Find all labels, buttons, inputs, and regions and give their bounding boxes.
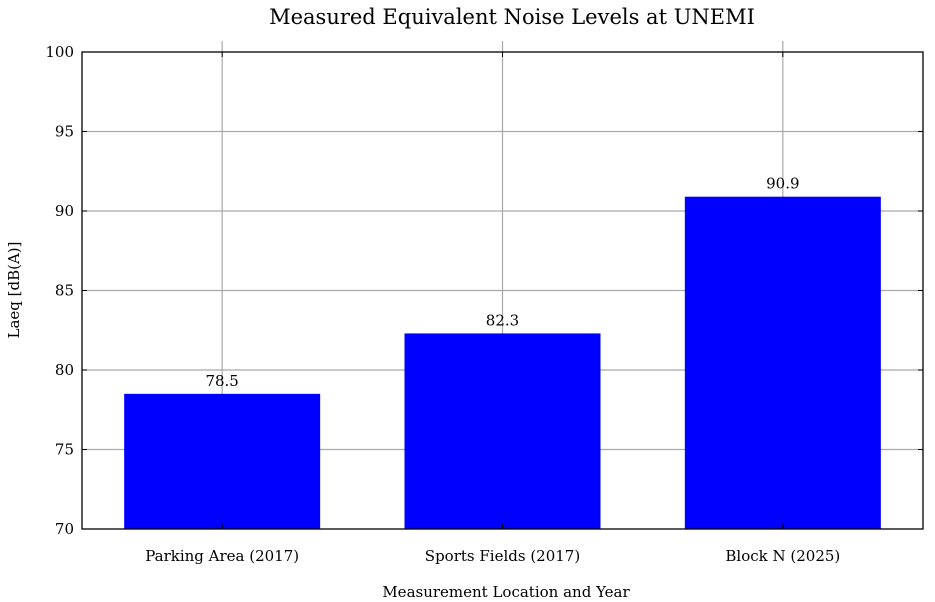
x-axis-label: Measurement Location and Year [382,583,630,601]
bar-value-label: 90.9 [766,175,799,193]
bar [684,196,881,529]
y-tick-label: 75 [55,441,74,459]
y-tick-label: 90 [55,202,74,220]
y-tick-label: 80 [55,361,74,379]
bar-value-label: 78.5 [205,372,238,390]
y-tick-label: 95 [55,123,74,141]
y-axis-label: Laeq [dB(A)] [5,241,23,338]
y-tick-label: 70 [55,520,74,538]
x-tick-label: Block N (2025) [725,547,840,565]
y-tick-label: 100 [45,43,74,61]
x-tick-label: Sports Fields (2017) [425,547,580,565]
data-labels: 78.5 82.3 90.9 [205,175,799,390]
x-tick-label: Parking Area (2017) [145,547,299,565]
axis-ticks: 70 75 80 85 90 95 100 Parking Area (2017) Sports… [45,43,923,565]
bar [404,333,601,529]
bar [124,393,321,529]
y-tick-label: 85 [55,282,74,300]
chart-title: Measured Equivalent Noise Levels at UNEM… [269,5,755,29]
bar-value-label: 82.3 [486,311,519,329]
grid [82,41,923,529]
bars [124,196,881,529]
